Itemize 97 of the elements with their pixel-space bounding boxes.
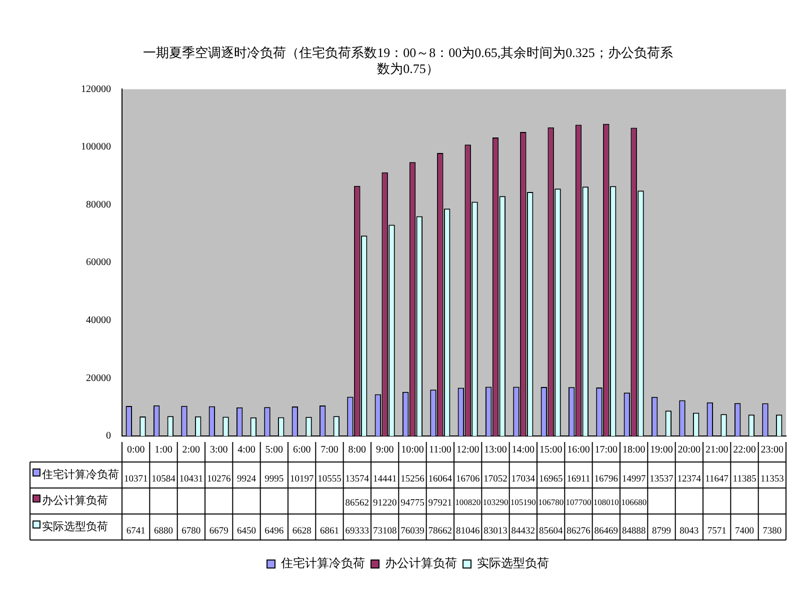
y-tick-label: 100000 — [81, 142, 111, 153]
x-tick-label: 1:00 — [154, 444, 172, 456]
data-label: 12374 — [677, 474, 702, 484]
data-label: 86469 — [594, 526, 618, 536]
data-label: 105190 — [510, 497, 536, 508]
data-label: 10431 — [179, 474, 204, 484]
y-tick-label: 0 — [106, 430, 111, 442]
x-tick-label: 7:00 — [320, 444, 338, 456]
x-tick-label: 9:00 — [376, 444, 394, 456]
data-label: 10197 — [290, 474, 314, 484]
data-label: 6450 — [237, 526, 256, 536]
x-tick-label: 6:00 — [292, 444, 311, 456]
y-tick-label: 40000 — [86, 315, 111, 326]
data-label: 16064 — [428, 474, 452, 484]
data-label: 7380 — [762, 526, 782, 536]
data-label: 6780 — [182, 526, 201, 536]
chart-title: 一期夏季空调逐时冷负荷（住宅负荷系数19：00～8：00为0.65,其余时间为0.325；办公负荷系数为0.75） — [143, 45, 673, 76]
data-label: 10584 — [152, 474, 176, 484]
data-label: 11385 — [732, 474, 756, 484]
data-label: 9995 — [264, 474, 284, 484]
data-label: 97921 — [428, 498, 452, 508]
text: 实际选型负荷 — [477, 556, 549, 570]
data-label: 108010 — [593, 497, 619, 508]
data-label: 17034 — [511, 474, 536, 484]
data-label: 69333 — [345, 526, 370, 536]
data-label: 86276 — [566, 526, 591, 536]
data-label: 16911 — [566, 474, 590, 484]
legend-label: 住宅计算冷负荷 — [42, 468, 119, 481]
data-label: 100820 — [455, 497, 481, 508]
data-label: 73108 — [372, 526, 397, 536]
data-label: 17052 — [484, 474, 508, 484]
data-label: 78662 — [428, 526, 452, 536]
data-label: 84888 — [622, 526, 646, 536]
data-label: 6741 — [126, 526, 146, 536]
data-label: 81046 — [456, 526, 480, 536]
x-tick-label: 14:00 — [512, 444, 535, 456]
data-label: 6496 — [264, 526, 284, 536]
data-label: 16796 — [594, 474, 618, 484]
data-label: 10371 — [124, 474, 148, 484]
x-tick-label: 3:00 — [210, 444, 228, 456]
data-label: 106680 — [621, 497, 647, 508]
data-label: 103290 — [482, 497, 508, 508]
data-label: 13574 — [345, 474, 370, 484]
x-tick-label: 21:00 — [705, 444, 728, 456]
data-label: 83013 — [484, 526, 508, 536]
data-label: 106780 — [538, 497, 564, 508]
data-label: 94775 — [400, 498, 425, 508]
x-tick-label: 4:00 — [238, 444, 256, 456]
legend-label: 实际选型负荷 — [42, 520, 108, 533]
x-tick-label: 8:00 — [348, 444, 366, 456]
x-tick-label: 0:00 — [126, 444, 145, 456]
data-label: 16965 — [538, 474, 563, 484]
data-label: 15256 — [400, 474, 425, 484]
data-label: 10276 — [206, 474, 231, 484]
y-tick-label: 20000 — [86, 372, 111, 384]
legend-label: 办公计算负荷 — [385, 556, 457, 570]
data-label: 9924 — [237, 474, 256, 484]
text: 办公计算负荷 — [42, 494, 108, 507]
x-tick-label: 12:00 — [456, 444, 480, 456]
x-tick-label: 18:00 — [622, 444, 646, 456]
data-label: 7400 — [735, 526, 754, 536]
text: 住宅计算冷负荷 — [281, 556, 365, 570]
data-label: 7571 — [707, 526, 727, 536]
x-tick-label: 19:00 — [650, 444, 673, 456]
data-label: 91220 — [372, 498, 397, 508]
x-tick-label: 17:00 — [594, 444, 618, 456]
data-label: 86562 — [345, 498, 370, 508]
x-tick-label: 13:00 — [484, 444, 507, 456]
data-label: 14441 — [372, 474, 397, 484]
x-tick-label: 2:00 — [182, 444, 200, 456]
y-tick-label: 80000 — [86, 199, 111, 210]
data-label: 107700 — [566, 497, 592, 508]
x-tick-label: 5:00 — [265, 444, 284, 456]
data-label: 6880 — [154, 526, 174, 536]
data-label: 13537 — [650, 474, 674, 484]
data-label: 84432 — [511, 526, 536, 536]
x-tick-label: 22:00 — [733, 444, 756, 456]
y-tick-label: 60000 — [86, 257, 111, 268]
data-label: 11353 — [760, 474, 784, 484]
data-label: 10555 — [318, 474, 342, 484]
data-label: 6861 — [320, 526, 340, 536]
data-label: 8799 — [652, 526, 672, 536]
data-label: 16706 — [456, 474, 480, 484]
y-tick-label: 120000 — [81, 84, 111, 95]
data-label: 14997 — [622, 474, 646, 484]
x-tick-label: 16:00 — [567, 444, 590, 456]
data-label: 11647 — [705, 474, 729, 484]
x-tick-label: 20:00 — [678, 444, 701, 456]
data-label: 8043 — [680, 526, 699, 536]
data-label: 6628 — [292, 526, 312, 536]
x-tick-label: 23:00 — [760, 444, 784, 456]
x-tick-label: 10:00 — [401, 444, 424, 456]
data-label: 76039 — [400, 526, 425, 536]
x-tick-label: 11:00 — [428, 444, 452, 456]
data-label: 85604 — [538, 526, 563, 536]
x-tick-label: 15:00 — [539, 444, 562, 456]
data-label: 6679 — [209, 526, 229, 536]
